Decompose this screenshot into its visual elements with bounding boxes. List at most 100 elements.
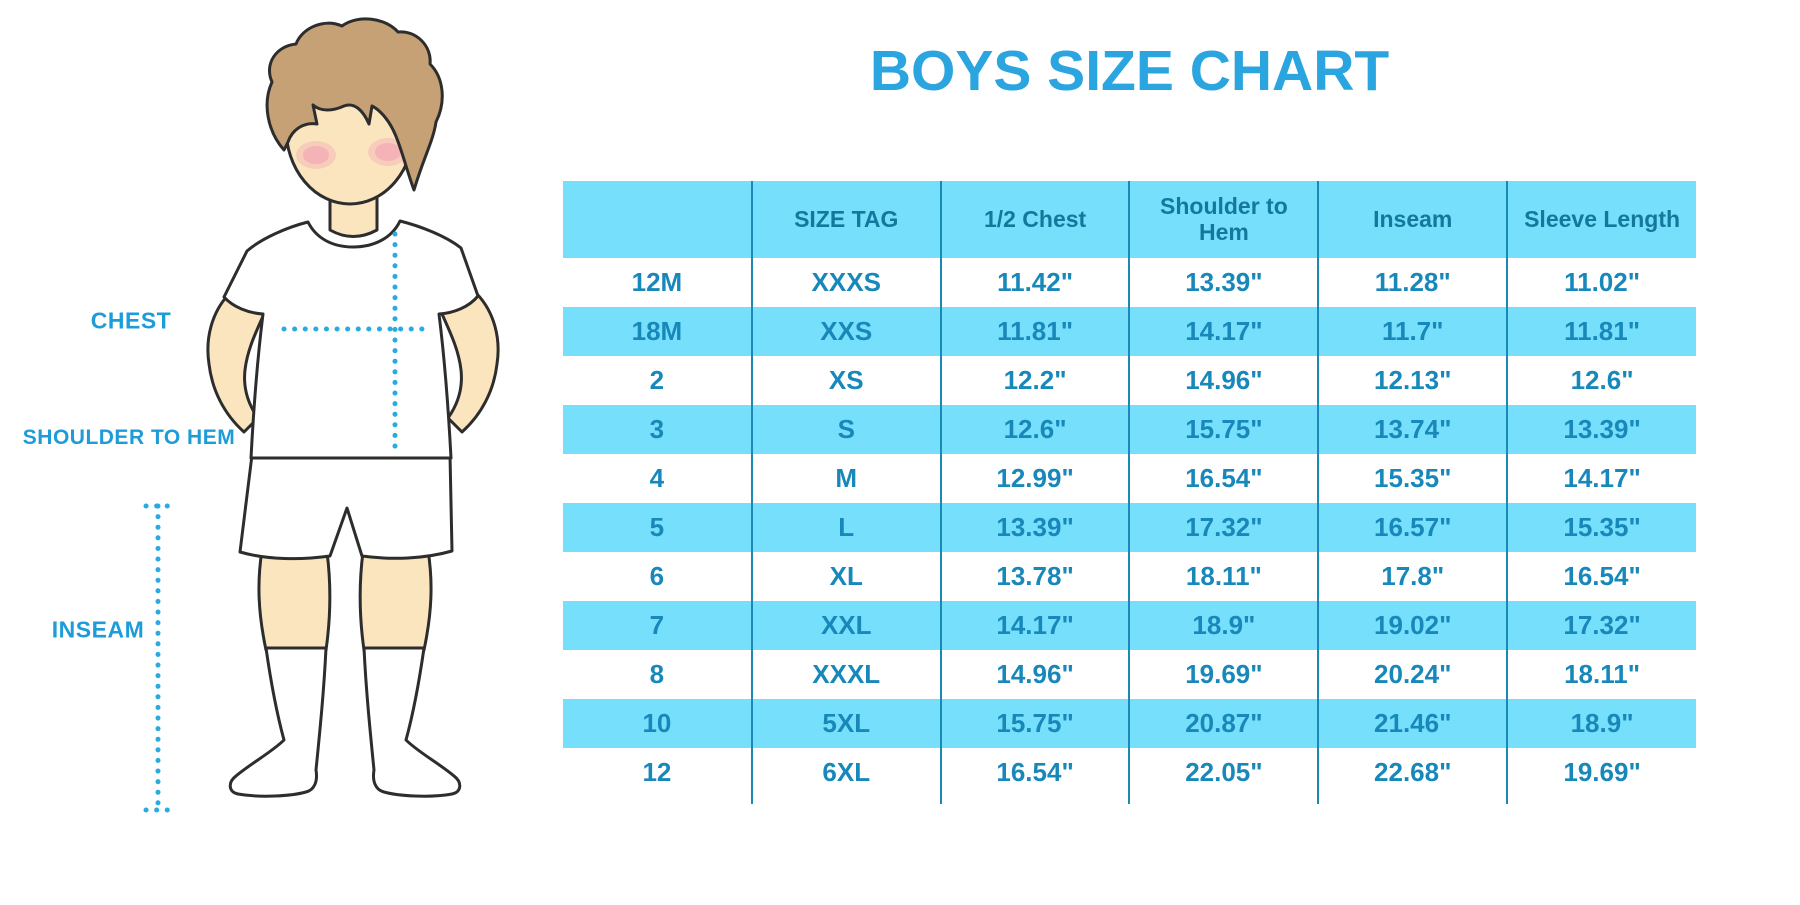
boy-left-sock [228, 646, 328, 798]
table-row: 10 5XL 15.75" 20.87" 21.46" 18.9" [563, 699, 1696, 748]
header-shoulder-to-hem: Shoulder to Hem [1128, 181, 1319, 258]
table-row: 5 L 13.39" 17.32" 16.57" 15.35" [563, 503, 1696, 552]
value-cell: L [750, 503, 941, 552]
value-cell: 19.02" [1317, 601, 1508, 650]
header-row: SIZE TAG 1/2 Chest Shoulder to Hem Insea… [563, 181, 1696, 258]
value-cell: XXXS [750, 258, 941, 307]
value-cell: 13.39" [1128, 258, 1319, 307]
value-cell: 13.78" [939, 552, 1130, 601]
boy-right-sock [362, 646, 462, 798]
value-cell: 5XL [750, 699, 941, 748]
value-cell: 11.7" [1317, 307, 1508, 356]
value-cell: 14.96" [939, 650, 1130, 699]
value-cell: M [750, 454, 941, 503]
value-cell: 17.32" [1506, 601, 1696, 650]
chest-label: CHEST [90, 307, 172, 334]
size-table: SIZE TAG 1/2 Chest Shoulder to Hem Insea… [563, 181, 1696, 804]
value-cell: XS [750, 356, 941, 405]
inseam-label: INSEAM [51, 616, 145, 643]
boy-tshirt [222, 219, 480, 460]
value-cell: 14.17" [1506, 454, 1696, 503]
value-cell: 20.24" [1317, 650, 1508, 699]
measurement-diagram: CHEST SHOULDER TO HEM INSEAM [0, 0, 560, 900]
value-cell: 12.6" [1506, 356, 1696, 405]
table-row: 12 6XL 16.54" 22.05" 22.68" 19.69" [563, 748, 1696, 797]
value-cell: 21.46" [1317, 699, 1508, 748]
value-cell: 14.96" [1128, 356, 1319, 405]
value-cell: 13.39" [939, 503, 1130, 552]
table-row: 18M XXS 11.81" 14.17" 11.7" 11.81" [563, 307, 1696, 356]
value-cell: XXS [750, 307, 941, 356]
value-cell: 14.17" [1128, 307, 1319, 356]
boy-left-leg [257, 548, 332, 652]
value-cell: 15.75" [1128, 405, 1319, 454]
size-table-body: 12M XXXS 11.42" 13.39" 11.28" 11.02" 18M XXS 11.… [563, 258, 1696, 797]
table-row: 4 M 12.99" 16.54" 15.35" 14.17" [563, 454, 1696, 503]
size-cell: 12M [631, 267, 683, 297]
value-cell: 13.39" [1506, 405, 1696, 454]
value-cell: 12.6" [939, 405, 1130, 454]
value-cell: 12.99" [939, 454, 1130, 503]
value-cell: 11.02" [1506, 258, 1696, 307]
header-sleeve-length: Sleeve Length [1506, 181, 1696, 258]
value-cell: 18.11" [1506, 650, 1696, 699]
value-cell: 22.68" [1317, 748, 1508, 797]
value-cell: 18.9" [1506, 699, 1696, 748]
value-cell: 18.9" [1128, 601, 1319, 650]
header-inseam: Inseam [1317, 181, 1508, 258]
size-cell: 18M [563, 307, 752, 356]
value-cell: 19.69" [1128, 650, 1319, 699]
table-row: 2 XS 12.2" 14.96" 12.13" 12.6" [563, 356, 1696, 405]
boy-right-leg [358, 548, 433, 652]
size-cell: 8 [649, 659, 665, 689]
size-cell: 5 [563, 503, 752, 552]
size-cell: 4 [649, 463, 665, 493]
blush-left-core [303, 146, 329, 164]
size-cell: 12 [642, 757, 672, 787]
boy-hair [265, 17, 444, 192]
size-cell: 3 [563, 405, 752, 454]
blush-right-core [375, 143, 401, 161]
table-row: 8 XXXL 14.96" 19.69" 20.24" 18.11" [563, 650, 1696, 699]
size-table-header: SIZE TAG 1/2 Chest Shoulder to Hem Insea… [563, 181, 1696, 258]
value-cell: 16.54" [1128, 454, 1319, 503]
value-cell: 11.81" [939, 307, 1130, 356]
value-cell: 11.81" [1506, 307, 1696, 356]
value-cell: XL [750, 552, 941, 601]
boy-illustration [143, 17, 500, 813]
value-cell: 16.54" [1506, 552, 1696, 601]
value-cell: 11.42" [939, 258, 1130, 307]
boy-shorts [238, 453, 454, 561]
value-cell: 15.35" [1506, 503, 1696, 552]
value-cell: 17.32" [1128, 503, 1319, 552]
size-cell: 10 [563, 699, 752, 748]
value-cell: XXL [750, 601, 941, 650]
table-row: 6 XL 13.78" 18.11" 17.8" 16.54" [563, 552, 1696, 601]
value-cell: 17.8" [1317, 552, 1508, 601]
value-cell: XXXL [750, 650, 941, 699]
value-cell: 20.87" [1128, 699, 1319, 748]
value-cell: 16.54" [939, 748, 1130, 797]
table-row: 12M XXXS 11.42" 13.39" 11.28" 11.02" [563, 258, 1696, 307]
table-row: 3 S 12.6" 15.75" 13.74" 13.39" [563, 405, 1696, 454]
boy-right-arm [440, 292, 500, 434]
value-cell: 19.69" [1506, 748, 1696, 797]
value-cell: 15.75" [939, 699, 1130, 748]
size-table-container: SIZE TAG 1/2 Chest Shoulder to Hem Insea… [563, 181, 1696, 804]
value-cell: 12.13" [1317, 356, 1508, 405]
size-cell: 7 [563, 601, 752, 650]
value-cell: 13.74" [1317, 405, 1508, 454]
value-cell: 22.05" [1128, 748, 1319, 797]
header-half-chest: 1/2 Chest [939, 181, 1130, 258]
value-cell: S [750, 405, 941, 454]
value-cell: 15.35" [1317, 454, 1508, 503]
shoulder-to-hem-label: SHOULDER TO HEM [22, 426, 236, 449]
header-size-tag: SIZE TAG [750, 181, 941, 258]
table-row: 7 XXL 14.17" 18.9" 19.02" 17.32" [563, 601, 1696, 650]
divider-extension-row [563, 797, 1696, 804]
value-cell: 11.28" [1317, 258, 1508, 307]
size-cell: 6 [649, 561, 665, 591]
size-cell: 2 [649, 365, 665, 395]
value-cell: 12.2" [939, 356, 1130, 405]
